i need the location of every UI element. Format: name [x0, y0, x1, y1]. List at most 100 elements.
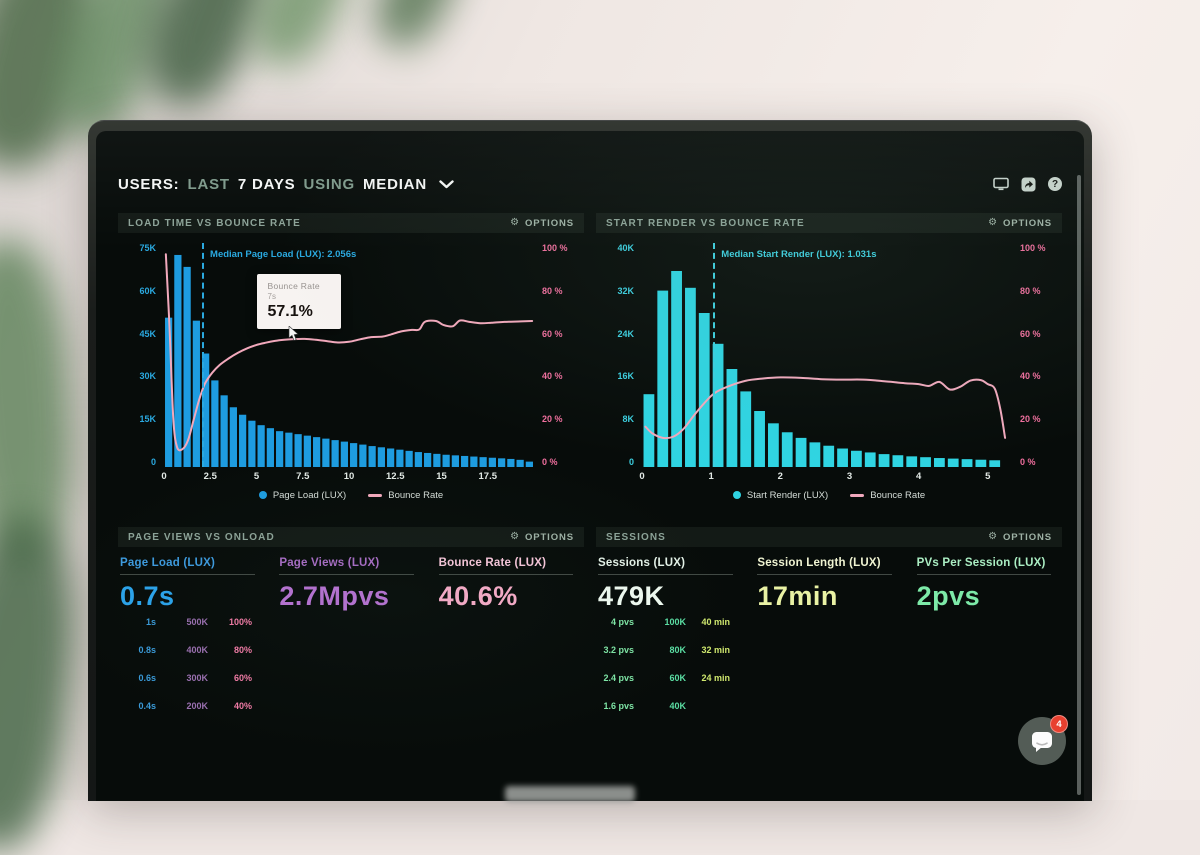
options-label: OPTIONS [1002, 531, 1052, 543]
y-axis-right: 100 % 80 % 60 % 40 % 20 % 0 % [1012, 243, 1062, 467]
y-axis-tick-pair: 80K 32 min [669, 644, 730, 655]
bounce-rate-tooltip: Bounce Rate 7s 57.1% [256, 274, 341, 330]
panel-title: PAGE VIEWS VS ONLOAD [128, 531, 275, 543]
y-axis-tick: 0 % [1020, 456, 1036, 467]
chart-legend: Start Render (LUX) Bounce Rate [596, 483, 1062, 507]
x-axis-tick: 17.5 [478, 471, 498, 482]
legend-label: Bounce Rate [388, 489, 444, 501]
stat-value: 17min [757, 581, 838, 611]
x-axis-tick: 0 [161, 471, 167, 482]
sessions-chart: 4 pvs 3.2 pvs 2.4 pvs 1.6 pvs 100K 40 min 80K… [596, 616, 1062, 801]
gear-icon: ⚙ [988, 217, 998, 228]
x-axis-tick: 4 [915, 471, 922, 482]
load-time-chart: 75K 60K 45K 30K 15K 0 Median Page Load (LUX):… [118, 243, 584, 507]
title-segment: MEDIAN [362, 175, 427, 193]
options-label: OPTIONS [1002, 217, 1052, 229]
y-axis-tick: 1s [145, 617, 156, 628]
panel-header: SESSIONS ⚙ OPTIONS [596, 527, 1062, 547]
x-axis-tick: 12.5 [386, 471, 405, 482]
scrollbar[interactable] [1077, 175, 1081, 795]
panel-header: START RENDER VS BOUNCE RATE ⚙ OPTIONS [596, 213, 1062, 233]
app-header: USERS: LAST 7 DAYS USING MEDIAN [118, 171, 1062, 197]
y-axis-tick: 0.6s [138, 672, 156, 683]
x-axis-tick: 5 [985, 471, 991, 482]
y-axis-tick: 60 % [1020, 328, 1041, 339]
stat-underline [279, 574, 415, 575]
y-axis-tick-pair: 300K 60% [186, 672, 252, 683]
y-axis-tick: 2.4 pvs [603, 672, 634, 683]
panel-header: LOAD TIME VS BOUNCE RATE ⚙ OPTIONS [118, 213, 584, 233]
gear-icon: ⚙ [510, 217, 520, 228]
legend-line-icon [368, 493, 383, 497]
title-segment: USERS: [118, 175, 180, 193]
chat-widget-button[interactable]: 4 [1018, 715, 1068, 765]
load-time-plot[interactable]: Median Page Load (LUX): 2.056s Bounce Ra… [164, 243, 534, 467]
tooltip-title: Bounce Rate [267, 281, 320, 292]
x-axis-tick: 10 [343, 471, 355, 482]
y-axis-tick: 40 % [542, 371, 563, 382]
stats-row: Page Load (LUX) 0.7s Page Views (LUX) 2.… [118, 547, 584, 612]
y-axis-tick: 80 % [542, 285, 563, 296]
median-annotation: Median Page Load (LUX): 2.056s [210, 249, 357, 260]
users-period-dropdown[interactable]: USERS: LAST 7 DAYS USING MEDIAN [118, 176, 454, 193]
panel-load-time: LOAD TIME VS BOUNCE RATE ⚙ OPTIONS 75K 60… [118, 213, 584, 507]
tooltip-subtitle: 7s [267, 292, 276, 302]
x-axis-tick: 7.5 [296, 471, 310, 482]
legend-dot-icon [732, 491, 741, 499]
legend-label: Start Render (LUX) [746, 489, 829, 501]
y-axis-tick: 40 % [1020, 371, 1041, 382]
stat-value: 479K [598, 581, 665, 611]
share-icon[interactable] [1021, 177, 1036, 192]
x-axis-tick: 1 [708, 471, 714, 482]
panel-sessions: SESSIONS ⚙ OPTIONS Sessions (LUX) 479K [596, 527, 1062, 801]
stat-sessions: Sessions (LUX) 479K [598, 557, 741, 612]
title-segment: USING [303, 175, 355, 193]
legend-label: Page Load (LUX) [272, 489, 347, 501]
title-segment: 7 DAYS [237, 175, 296, 193]
legend-item: Start Render (LUX) [732, 489, 829, 501]
y-axis-left: 1s 0.8s 0.6s 0.4s [118, 616, 166, 719]
y-axis-tick: 20 % [1020, 414, 1041, 425]
laptop-frame: USERS: LAST 7 DAYS USING MEDIAN [88, 120, 1092, 801]
display-icon[interactable] [993, 177, 1009, 191]
laptop-hinge [505, 786, 635, 802]
stat-value: 0.7s [120, 581, 175, 611]
y-axis-tick: 24K [617, 328, 634, 339]
start-render-plot[interactable]: Median Start Render (LUX): 1.031s [642, 243, 1012, 467]
stat-page-load: Page Load (LUX) 0.7s [120, 557, 263, 612]
panel-page-views: PAGE VIEWS VS ONLOAD ⚙ OPTIONS Page Load… [118, 527, 584, 801]
y-axis-tick: 0 [628, 456, 634, 467]
stat-label: Page Load (LUX) [120, 557, 216, 569]
y-axis-tick: 15K [139, 414, 156, 425]
help-icon[interactable]: ? [1048, 177, 1062, 191]
stat-underline [757, 574, 893, 575]
options-button[interactable]: ⚙ OPTIONS [510, 218, 574, 229]
stat-value: 2.7Mpvs [279, 581, 390, 611]
y-axis-tick-pair: 500K 100% [186, 617, 252, 628]
y-axis-tick: 1.6 pvs [603, 700, 634, 711]
options-button[interactable]: ⚙ OPTIONS [988, 532, 1052, 543]
stat-underline [598, 574, 733, 575]
y-axis-tick: 0 % [542, 456, 558, 467]
x-axis: 0 2.5 5 7.5 10 12.5 15 17.5 [161, 467, 534, 483]
y-axis-tick: 0.4s [138, 700, 156, 711]
gear-icon: ⚙ [988, 531, 998, 542]
stat-label: Bounce Rate (LUX) [438, 557, 547, 569]
legend-dot-icon [258, 491, 267, 499]
stats-row: Sessions (LUX) 479K Session Length (LUX)… [596, 547, 1062, 612]
options-button[interactable]: ⚙ OPTIONS [510, 532, 574, 543]
y-axis-tick: 0 [150, 456, 156, 467]
options-label: OPTIONS [524, 217, 574, 229]
stat-underline [438, 574, 574, 575]
start-render-chart: 40K 32K 24K 16K 8K 0 Median Start Render (LUX… [596, 243, 1062, 507]
y-axis-tick: 80 % [1020, 285, 1041, 296]
y-axis-tick: 3.2 pvs [603, 644, 634, 655]
panel-title: LOAD TIME VS BOUNCE RATE [128, 217, 301, 229]
y-axis-tick-pair: 60K 24 min [669, 672, 730, 683]
options-button[interactable]: ⚙ OPTIONS [988, 218, 1052, 229]
y-axis-tick: 0.8s [138, 644, 156, 655]
stat-value: 40.6% [438, 581, 518, 611]
y-axis-tick-pair: 100K 40 min [664, 617, 730, 628]
x-axis-tick: 3 [846, 471, 853, 482]
y-axis-tick-pair: 400K 80% [186, 644, 252, 655]
